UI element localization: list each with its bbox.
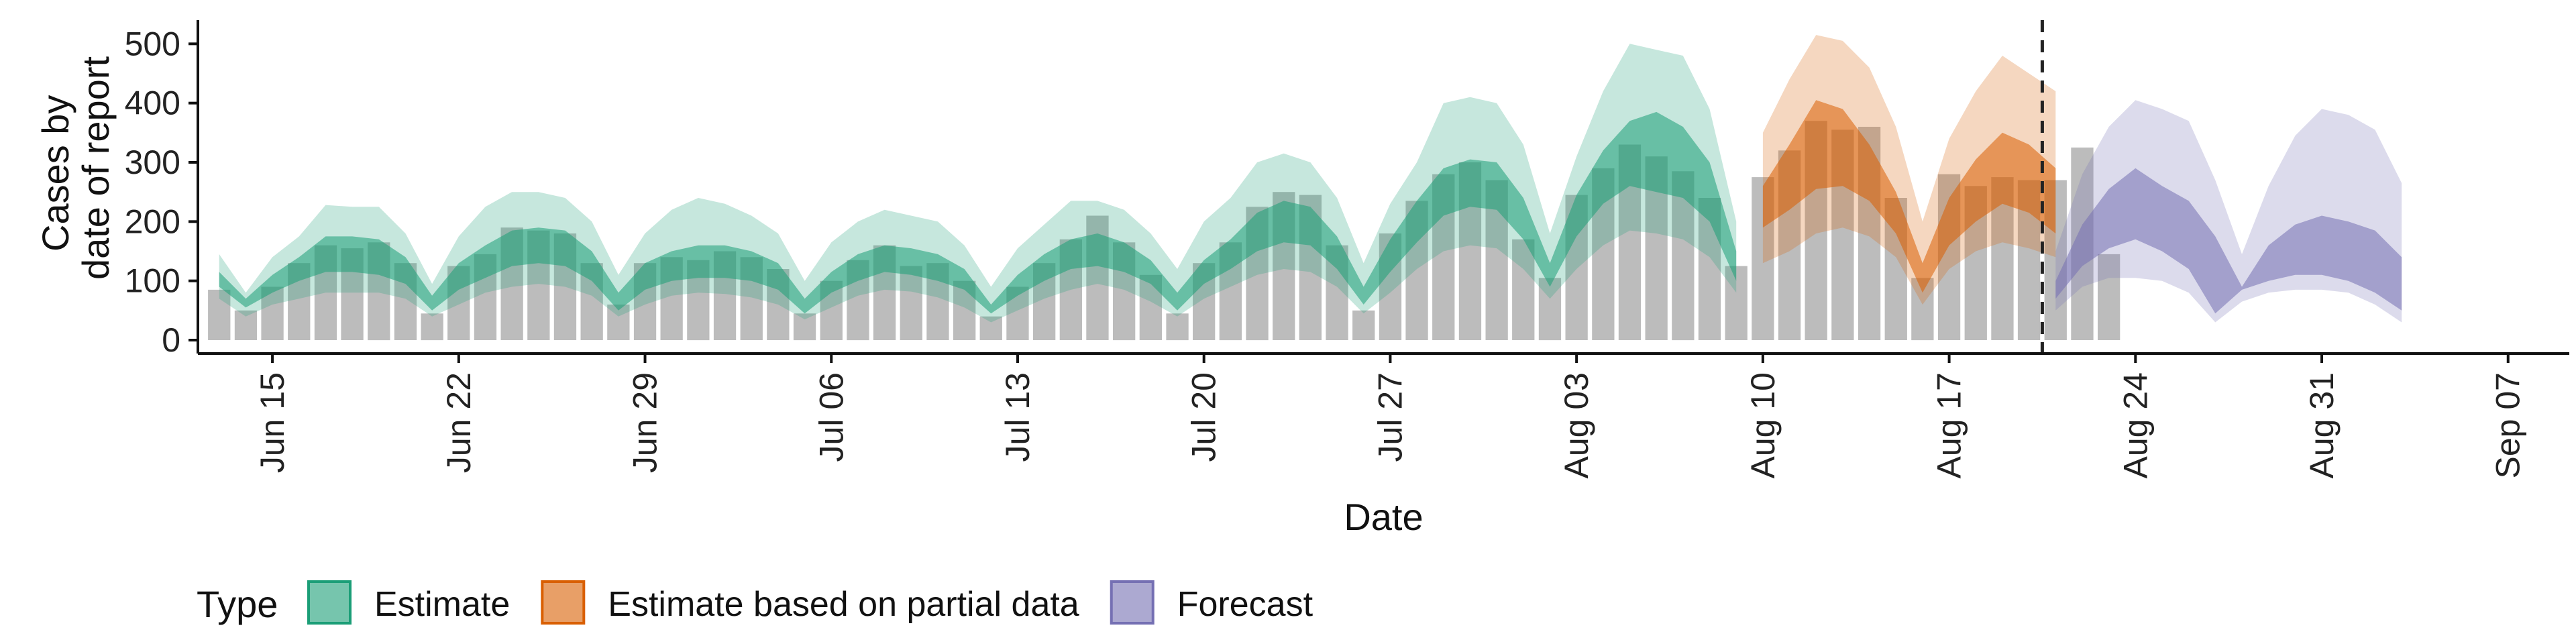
legend-swatch-forecast: [1110, 580, 1155, 625]
reported-cases-bar: [421, 313, 443, 341]
x-tick-label: Jun 22: [440, 372, 478, 473]
axes: 0 100 200 300 400 500 Jun 15 Jun 22 Jun 29 Jul 0…: [125, 20, 2569, 478]
reported-cases-bar: [1166, 313, 1189, 341]
legend-title: Type: [197, 583, 278, 625]
legend-swatch-estimate: [307, 580, 352, 625]
reported-cases-bar: [900, 266, 922, 340]
reported-cases-bar: [793, 313, 816, 341]
x-tick-label: Jul 27: [1371, 372, 1409, 462]
legend: Type Estimate Estimate based on partial d…: [197, 580, 1313, 625]
reported-cases-bar: [1538, 278, 1562, 341]
y-tick-label: 0: [162, 321, 180, 359]
x-tick-label: Aug 31: [2303, 372, 2341, 478]
legend-label-estimate-based-on-partial-data: Estimate based on partial data: [608, 585, 1079, 624]
x-tick-label: Aug 10: [1744, 372, 1782, 478]
x-axis-ticks: Jun 15 Jun 22 Jun 29 Jul 06 Jul 13 Jul 20 Jul …: [254, 354, 2527, 478]
y-tick-label: 400: [125, 85, 180, 122]
forecast-inner-band: [2055, 168, 2402, 314]
x-tick-label: Jun 15: [254, 372, 291, 473]
legend-swatch-estimate-based-on-partial-data: [541, 580, 586, 625]
reported-cases-bar: [1512, 239, 1535, 340]
estimate-based-on-partial-data-outer-band: [1762, 35, 2056, 305]
estimate-outer-band: [219, 44, 1737, 323]
y-tick-label: 300: [125, 144, 180, 181]
reported-cases-bar: [2098, 254, 2121, 340]
x-tick-label: Aug 03: [1558, 372, 1595, 478]
estimate-bands: [219, 35, 2402, 323]
reported-cases-bar: [979, 316, 1002, 340]
x-tick-label: Aug 24: [2116, 372, 2154, 478]
reported-cases-bar: [208, 289, 231, 340]
estimate-inner-band: [219, 111, 1737, 314]
reported-cases-bar: [234, 310, 258, 340]
x-axis-title: Date: [1344, 496, 1423, 538]
x-tick-label: Jun 29: [627, 372, 664, 473]
y-axis-ticks: 0 100 200 300 400 500: [125, 25, 198, 359]
x-tick-label: Sep 07: [2489, 372, 2527, 478]
x-tick-label: Jul 13: [999, 372, 1036, 462]
y-tick-label: 200: [125, 203, 180, 240]
y-tick-label: 500: [125, 25, 180, 62]
x-tick-label: Jul 06: [812, 372, 850, 462]
reported-cases-bar: [607, 305, 630, 340]
legend-label-forecast: Forecast: [1177, 585, 1313, 624]
y-axis-title-line-1: Cases by: [34, 95, 76, 252]
y-axis-title-line-2: date of report: [74, 56, 117, 280]
y-tick-label: 100: [125, 262, 180, 300]
x-tick-label: Aug 17: [1931, 372, 1968, 478]
x-tick-label: Jul 20: [1185, 372, 1223, 462]
y-axis-title: Cases by date of report: [34, 56, 117, 280]
legend-label-estimate: Estimate: [374, 585, 510, 624]
estimate-based-on-partial-data-inner-band: [1762, 100, 2056, 293]
reported-cases-bar: [1352, 310, 1375, 340]
